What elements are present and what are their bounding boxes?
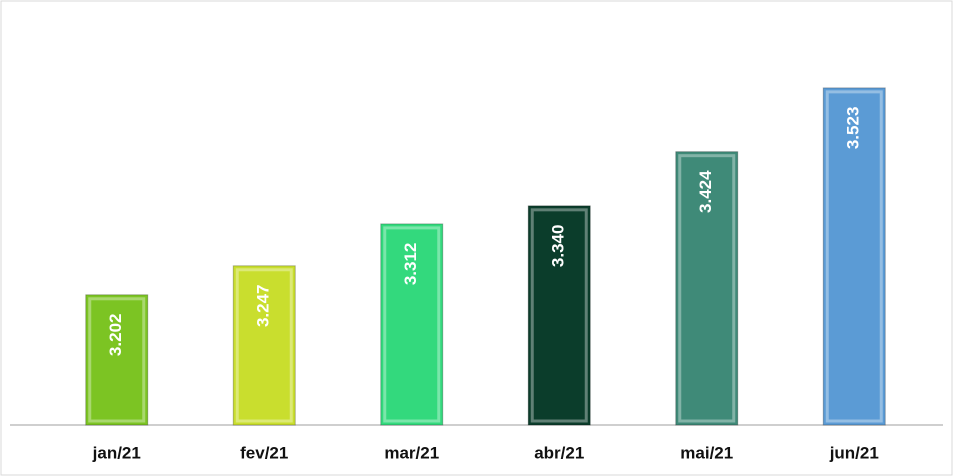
bar-bevel (383, 226, 441, 423)
bar (85, 294, 149, 426)
value-label: 3.424 (696, 170, 715, 213)
bar-bevel (678, 154, 736, 423)
bar-bevel (235, 268, 293, 423)
bar (822, 87, 886, 426)
x-tick-label: fev/21 (240, 443, 288, 462)
bar (380, 223, 444, 426)
bar-bevel (530, 208, 588, 423)
x-tick-label: abr/21 (534, 443, 584, 462)
value-label: 3.312 (401, 243, 420, 286)
bar (527, 205, 591, 426)
value-label: 3.202 (106, 314, 125, 357)
value-label: 3.247 (254, 285, 273, 328)
x-tick-label: mar/21 (384, 443, 439, 462)
bar-bevel (88, 297, 146, 423)
bar-bevel (825, 90, 883, 423)
bar (675, 151, 739, 426)
x-tick-label: jun/21 (829, 443, 879, 462)
bar (232, 265, 296, 426)
value-label: 3.340 (549, 225, 568, 268)
x-tick-label: jan/21 (92, 443, 141, 462)
x-tick-label: mai/21 (680, 443, 733, 462)
value-label: 3.523 (844, 107, 863, 150)
